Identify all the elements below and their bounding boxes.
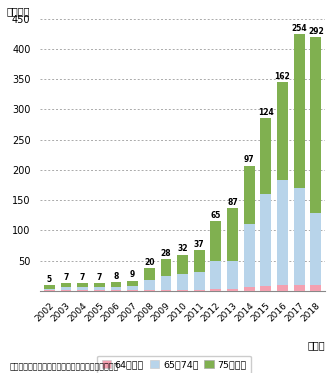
Text: 254: 254 <box>291 24 307 33</box>
Text: 97: 97 <box>244 156 255 164</box>
Bar <box>194 272 205 290</box>
Text: 20: 20 <box>144 258 154 267</box>
Bar <box>227 261 238 289</box>
Bar <box>61 287 71 290</box>
Bar <box>260 119 271 194</box>
Bar <box>244 225 255 287</box>
Text: 37: 37 <box>194 239 205 248</box>
Bar <box>227 289 238 291</box>
Text: 9: 9 <box>130 270 135 279</box>
Text: 124: 124 <box>258 108 274 117</box>
Text: 資料）警察庁「運転免許統計」より国土交通省作成: 資料）警察庁「運転免許統計」より国土交通省作成 <box>10 362 119 371</box>
Text: 32: 32 <box>177 244 188 253</box>
Bar <box>111 287 121 290</box>
Text: 5: 5 <box>47 275 52 284</box>
Text: 87: 87 <box>227 198 238 207</box>
Legend: 64歳以下, 65～74歳, 75歳以亊: 64歳以下, 65～74歳, 75歳以亊 <box>97 355 251 373</box>
Bar <box>311 285 321 291</box>
Bar <box>144 280 155 290</box>
Bar <box>127 286 138 290</box>
Text: 65: 65 <box>211 211 221 220</box>
Bar <box>177 274 188 290</box>
Bar <box>77 290 88 291</box>
Bar <box>277 180 288 285</box>
Bar <box>77 283 88 287</box>
Bar <box>260 194 271 286</box>
Bar <box>227 208 238 261</box>
Bar <box>244 287 255 291</box>
Bar <box>61 290 71 291</box>
Bar <box>160 259 171 276</box>
Bar <box>160 276 171 290</box>
Bar <box>127 280 138 286</box>
Bar <box>94 290 105 291</box>
Text: 8: 8 <box>113 272 119 280</box>
Text: 7: 7 <box>63 273 69 282</box>
Bar <box>294 285 305 291</box>
Text: 28: 28 <box>160 249 171 258</box>
Bar <box>111 282 121 287</box>
Bar <box>94 283 105 287</box>
Text: （年）: （年） <box>307 340 325 350</box>
Bar <box>294 188 305 285</box>
Bar <box>260 286 271 291</box>
Bar <box>77 287 88 290</box>
Bar <box>44 290 55 291</box>
Bar <box>194 250 205 272</box>
Bar <box>177 290 188 291</box>
Bar <box>294 34 305 188</box>
Bar <box>61 283 71 287</box>
Bar <box>144 268 155 280</box>
Text: 162: 162 <box>275 72 290 81</box>
Bar <box>311 213 321 285</box>
Bar <box>210 289 221 291</box>
Bar <box>94 287 105 290</box>
Bar <box>111 290 121 291</box>
Bar <box>210 261 221 289</box>
Bar <box>160 290 171 291</box>
Bar <box>44 285 55 289</box>
Bar <box>277 285 288 291</box>
Bar <box>44 289 55 290</box>
Bar <box>177 255 188 274</box>
Text: （千件）: （千件） <box>6 6 29 16</box>
Text: 292: 292 <box>308 26 324 35</box>
Bar <box>144 290 155 291</box>
Bar <box>210 221 221 261</box>
Bar <box>127 290 138 291</box>
Text: 7: 7 <box>96 273 102 282</box>
Text: 7: 7 <box>80 273 85 282</box>
Bar <box>244 166 255 225</box>
Bar <box>277 82 288 180</box>
Bar <box>311 37 321 213</box>
Bar <box>194 290 205 291</box>
